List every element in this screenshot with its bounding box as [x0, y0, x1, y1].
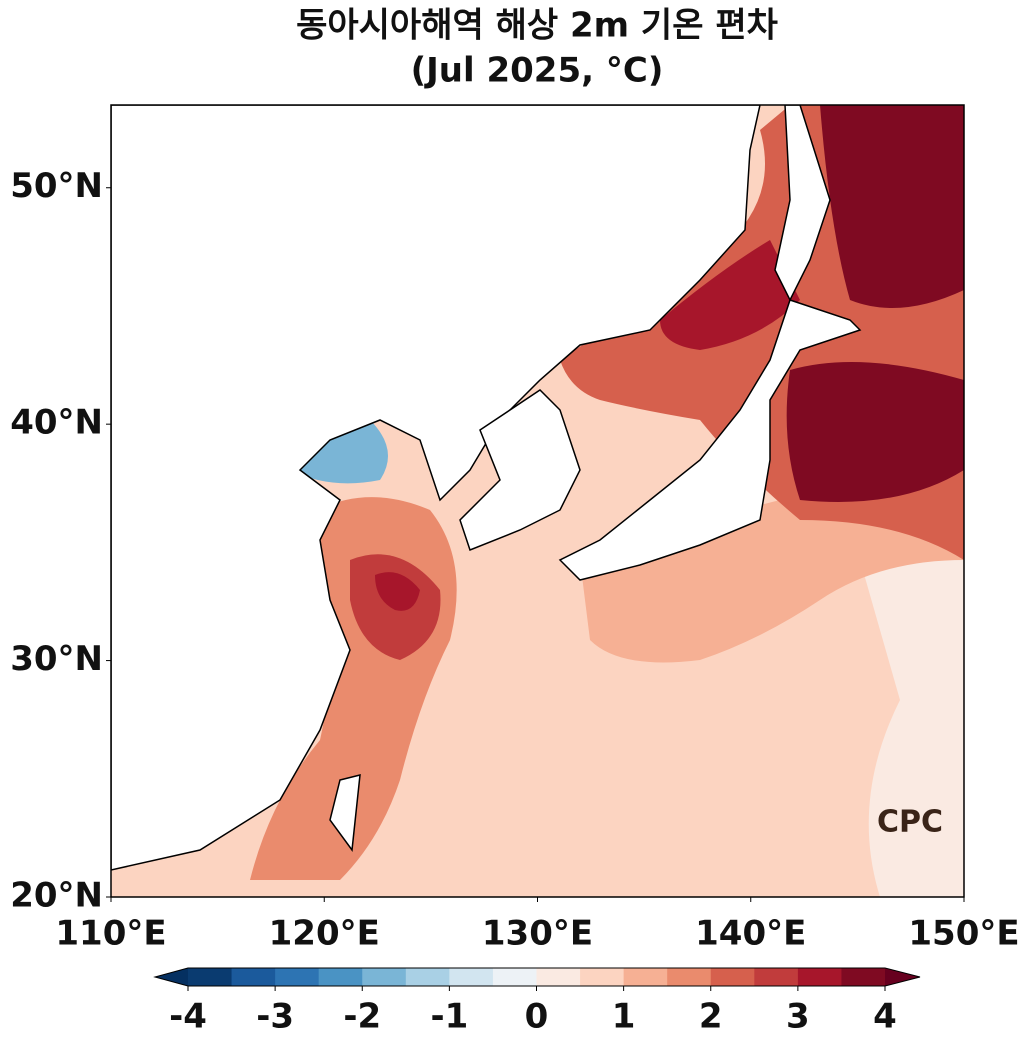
colorbar-swatch	[362, 968, 407, 986]
y-tick-label: 40°N	[10, 403, 103, 443]
colorbar-swatch	[405, 968, 450, 986]
colorbar-tick-label: -3	[256, 997, 294, 1037]
x-tick-label: 120°E	[269, 914, 380, 954]
title: 동아시아해역 해상 2m 기온 편차	[296, 6, 778, 46]
colorbar-swatch	[797, 968, 842, 986]
colorbar-tick-label: -2	[343, 997, 381, 1037]
colorbar-tick-label: -1	[430, 997, 468, 1037]
colorbar-tick-label: 0	[525, 997, 549, 1037]
colorbar-tick-label: 1	[612, 997, 636, 1037]
map-field	[111, 105, 964, 897]
land	[558, 299, 862, 581]
colorbar-swatch	[667, 968, 712, 986]
x-tick-label: 140°E	[695, 914, 806, 954]
land	[111, 105, 761, 871]
land	[774, 105, 831, 302]
land	[459, 389, 581, 551]
colorbar-swatch	[710, 968, 755, 986]
logo: CPC	[877, 805, 943, 840]
colorbar-extend	[155, 968, 188, 986]
colorbar-swatch	[492, 968, 537, 986]
colorbar-swatch	[188, 968, 233, 986]
anomaly-region	[860, 533, 964, 897]
y-tick-label: 20°N	[10, 876, 103, 916]
y-tick-label: 50°N	[10, 166, 103, 206]
anomaly-region	[660, 240, 800, 350]
colorbar-tick-label: 3	[786, 997, 810, 1037]
colorbar-swatch	[841, 968, 886, 986]
x-tick-label: 150°E	[908, 914, 1019, 954]
colorbar-extend	[885, 968, 920, 986]
colorbar-swatch	[231, 968, 276, 986]
colorbar-swatch	[318, 968, 363, 986]
anomaly-region	[375, 572, 420, 611]
colorbar-tick-label: 2	[699, 997, 723, 1037]
x-tick-label: 130°E	[482, 914, 593, 954]
colorbar-swatch	[536, 968, 581, 986]
colorbar-swatch	[275, 968, 320, 986]
x-tick-label: 110°E	[55, 914, 166, 954]
land	[329, 774, 361, 853]
colorbar-swatch	[449, 968, 494, 986]
colorbar-swatch	[580, 968, 625, 986]
anomaly-region	[786, 105, 964, 502]
subtitle: (Jul 2025, °C)	[411, 51, 664, 91]
y-tick-label: 30°N	[10, 639, 103, 679]
colorbar-tick-label: 4	[873, 997, 897, 1037]
colorbar-swatch	[623, 968, 668, 986]
colorbar-tick-label: -4	[169, 997, 207, 1037]
colorbar-swatch	[754, 968, 799, 986]
